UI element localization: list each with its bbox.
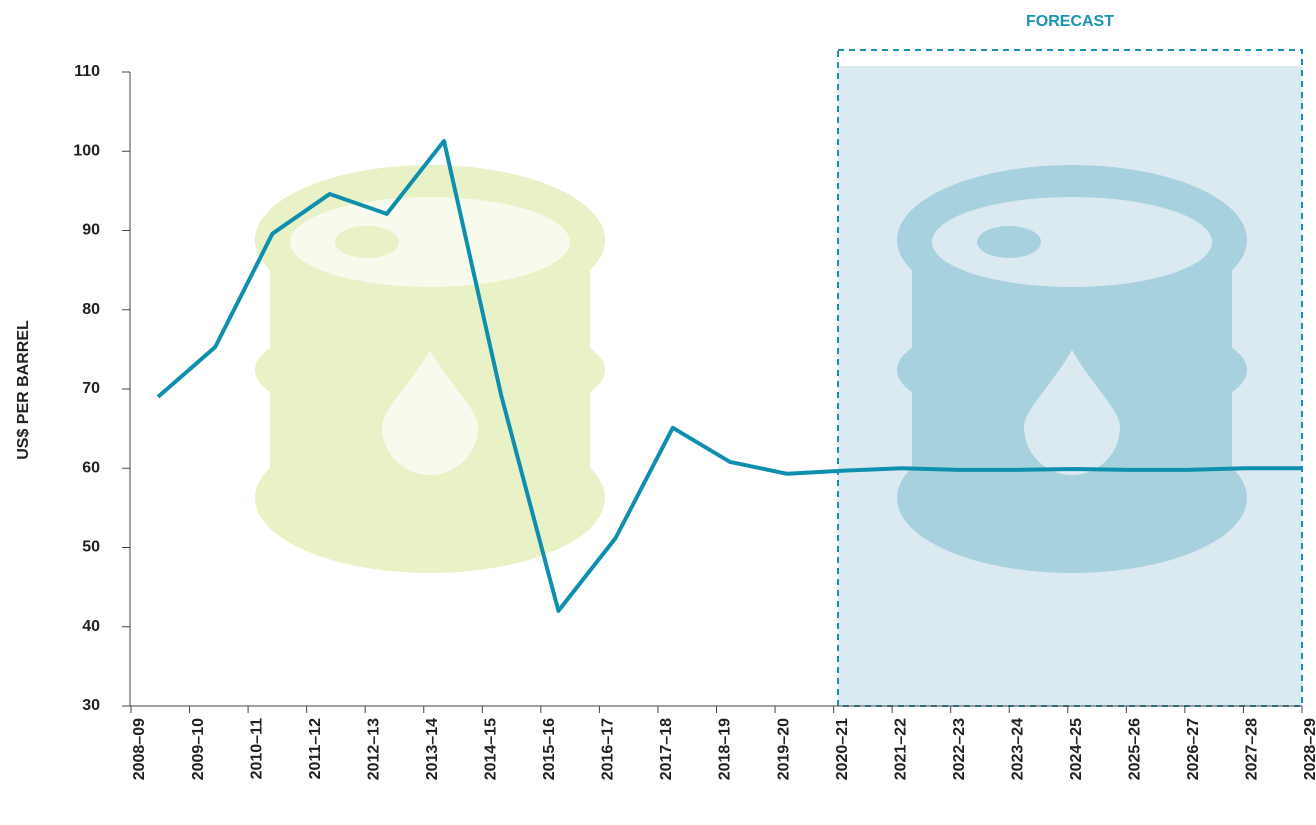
forecast-label: FORECAST xyxy=(1026,13,1114,30)
chart: FORECAST US$ PER BARREL 30 40 50 60 70 80 90 10… xyxy=(0,0,1316,820)
x-tick-label: 2014–15 xyxy=(483,718,500,780)
x-tick-label: 2015–16 xyxy=(541,718,558,780)
x-tick-label: 2021–22 xyxy=(892,718,909,780)
x-tick-label: 2023–24 xyxy=(1009,718,1026,780)
y-tick-label: 40 xyxy=(82,618,100,635)
y-tick-label: 60 xyxy=(82,459,100,476)
x-tick-label: 2010–11 xyxy=(248,718,265,780)
y-tick-label: 70 xyxy=(82,380,100,397)
x-tick-label: 2020–21 xyxy=(834,718,851,780)
x-tick-label: 2028–29 xyxy=(1302,718,1316,780)
y-tick-label: 30 xyxy=(82,697,100,714)
y-tick-label: 100 xyxy=(73,142,100,159)
x-tick-label: 2018–19 xyxy=(717,718,734,780)
y-axis-label: US$ PER BARREL xyxy=(15,320,32,460)
x-tick-label: 2022–23 xyxy=(951,718,968,780)
x-tick-label: 2017–18 xyxy=(658,718,675,780)
barrel-icon xyxy=(897,165,1247,573)
x-tick-label: 2027–28 xyxy=(1244,718,1261,780)
x-tick-label: 2026–27 xyxy=(1185,718,1202,780)
x-tick-label: 2008–09 xyxy=(131,718,148,780)
x-tick-label: 2009–10 xyxy=(190,718,207,780)
x-tick-label: 2024–25 xyxy=(1068,718,1085,780)
y-tick-label: 50 xyxy=(82,539,100,556)
x-tick-label: 2019–20 xyxy=(775,718,792,780)
y-tick-label: 110 xyxy=(74,63,100,80)
x-tick-label: 2013–14 xyxy=(424,718,441,780)
x-tick-label: 2025–26 xyxy=(1127,718,1144,780)
barrel-icon xyxy=(255,165,605,573)
y-tick-label: 80 xyxy=(82,301,100,318)
x-tick-label: 2016–17 xyxy=(600,718,617,780)
x-tick-label: 2011–12 xyxy=(307,718,324,780)
x-tick-label: 2012–13 xyxy=(365,718,382,780)
y-tick-label: 90 xyxy=(82,222,100,239)
